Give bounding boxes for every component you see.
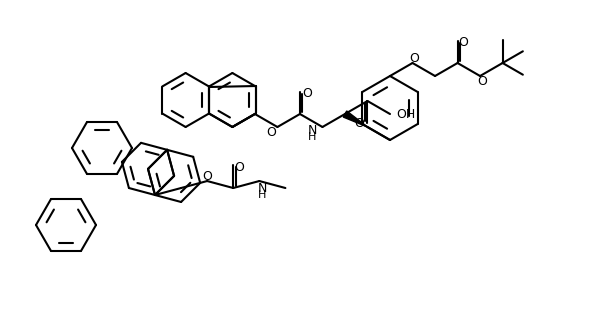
Text: O: O — [234, 161, 244, 174]
Text: N: N — [258, 182, 267, 194]
Text: OH: OH — [396, 108, 416, 121]
Text: O: O — [477, 76, 487, 88]
Text: O: O — [266, 126, 277, 140]
Text: H: H — [258, 190, 266, 200]
Text: O: O — [458, 36, 469, 49]
Text: O: O — [202, 170, 212, 183]
Polygon shape — [344, 111, 367, 127]
Text: O: O — [302, 87, 312, 100]
Text: N: N — [308, 123, 317, 136]
Text: O: O — [354, 117, 364, 130]
Text: H: H — [308, 132, 317, 142]
Text: O: O — [410, 51, 420, 64]
